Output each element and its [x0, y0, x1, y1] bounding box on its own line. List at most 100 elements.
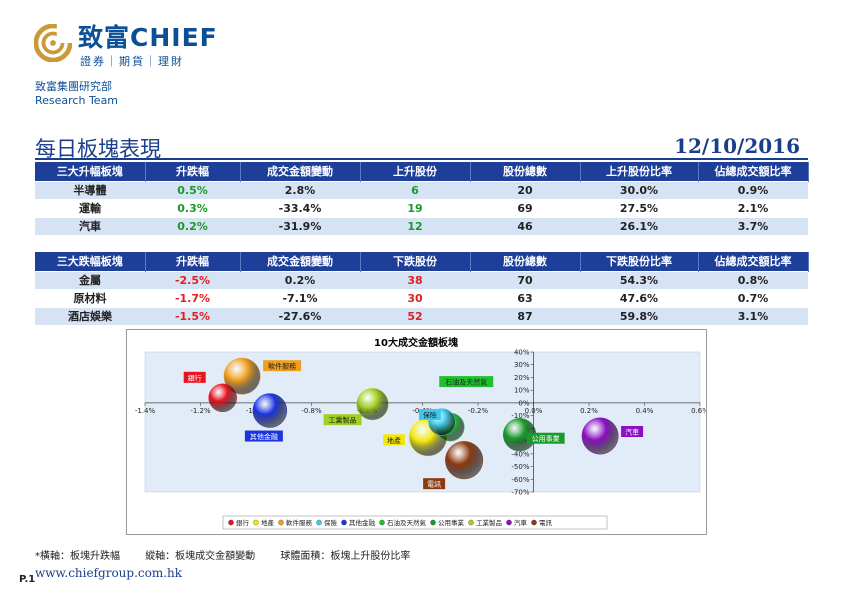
data-label-box: [263, 360, 302, 372]
table-row: 金屬 -2.5% 0.2% 38 70 54.3% 0.8%: [35, 270, 808, 289]
column-header: 佔總成交額比率: [698, 252, 809, 271]
change-cell: 0.3%: [145, 198, 240, 217]
data-label: 其他金融: [250, 432, 278, 441]
data-label: 銀行: [188, 373, 202, 382]
page-title: 每日板塊表現: [35, 137, 161, 161]
data-label-box: [439, 376, 494, 388]
sector-name: 原材料: [35, 288, 145, 307]
decliners-cell: 52: [360, 306, 470, 325]
total-stocks-cell: 87: [470, 306, 580, 325]
sector-name: 酒店娛樂: [35, 306, 145, 325]
y-tick-label: 10%: [514, 387, 530, 395]
advance-ratio-cell: 30.0%: [580, 180, 698, 199]
legend-entry: 電訊: [539, 518, 553, 527]
column-header: 上升股份: [360, 162, 471, 181]
department-cn: 致富集團研究部: [35, 80, 112, 93]
data-label: 電訊: [427, 480, 441, 489]
turnover-change-cell: -27.6%: [240, 306, 360, 325]
data-label: 公用事業: [532, 434, 560, 443]
x-tick-label: 0.6%: [691, 407, 706, 415]
turnover-share-cell: 0.8%: [698, 270, 808, 289]
x-tick-label: 0.2%: [580, 407, 598, 415]
decline-ratio-cell: 54.3%: [580, 270, 698, 289]
legend-entry: 軟件服務: [286, 518, 313, 527]
table-row: 酒店娛樂 -1.5% -27.6% 52 87 59.8% 3.1%: [35, 306, 808, 325]
total-stocks-cell: 63: [470, 288, 580, 307]
data-label-box: [183, 371, 206, 383]
x-tick-label: 0.0%: [525, 407, 543, 415]
legend-entry: 汽車: [514, 518, 528, 527]
total-stocks-cell: 69: [470, 198, 580, 217]
turnover-share-cell: 2.1%: [698, 198, 808, 217]
legend-entry: 地產: [261, 518, 275, 527]
column-header: 佔總成交額比率: [698, 162, 809, 181]
x-tick-label: 0.4%: [636, 407, 654, 415]
y-tick-label: 20%: [514, 374, 530, 382]
change-cell: -1.5%: [145, 306, 240, 325]
chart-legend: 銀行 地產 軟件服務 保險 其他金融 石油及天然氣 公用事業 工業製品 汽車 電訊: [222, 515, 608, 530]
legend-entry: 公用事業: [438, 518, 465, 527]
decline-ratio-cell: 47.6%: [580, 288, 698, 307]
legend-marker: [531, 519, 537, 526]
table-row: 原材料 -1.7% -7.1% 30 63 47.6% 0.7%: [35, 288, 808, 307]
change-cell: -2.5%: [145, 270, 240, 289]
y-tick-label: -10%: [511, 412, 529, 420]
sector-name: 運輸: [35, 198, 145, 217]
chart-footnote: *橫軸：板塊升跌幅 縱軸：板塊成交金額變動 球體面積：板塊上升股份比率: [35, 547, 432, 562]
data-label-box: [244, 430, 283, 442]
column-header: 成交金額變動: [240, 162, 361, 181]
data-label: 地產: [387, 436, 401, 445]
change-cell: 0.5%: [145, 180, 240, 199]
legend-marker: [316, 519, 322, 526]
y-tick-label: 40%: [514, 349, 530, 357]
advancers-cell: 12: [360, 216, 470, 235]
legend-entry: 石油及天然氣: [387, 518, 427, 527]
column-header: 股份總數: [470, 252, 581, 271]
total-stocks-cell: 46: [470, 216, 580, 235]
legend-entry: 銀行: [236, 518, 250, 527]
brand-name: 致富CHIEF: [78, 23, 218, 52]
turnover-change-cell: -31.9%: [240, 216, 360, 235]
legend-box: [222, 515, 608, 530]
advancers-cell: 6: [360, 180, 470, 199]
column-header: 升跌幅: [145, 162, 241, 181]
data-label-box: [621, 426, 644, 437]
column-header: 升跌幅: [145, 252, 241, 271]
bubble-chart-frame: 10大成交金額板塊 -1.4%-1.2%-1.0%-0.8%-0.6%-0.4%…: [126, 329, 709, 535]
footnote-x-axis: *橫軸：板塊升跌幅: [35, 551, 120, 562]
column-header: 三大升幅板塊: [35, 162, 146, 181]
sector-name: 汽車: [35, 216, 145, 235]
data-label-box: [323, 414, 362, 426]
y-tick-label: 30%: [514, 361, 530, 369]
bubble-9: [445, 441, 484, 480]
x-tick-label: -1.2%: [190, 407, 211, 415]
total-stocks-cell: 20: [470, 180, 580, 199]
top-gainers-table: 三大升幅板塊 升跌幅 成交金額變動 上升股份 股份總數 上升股份比率 佔總成交額…: [35, 162, 809, 235]
bubble-8: [581, 417, 619, 455]
data-label-box: [418, 409, 441, 420]
turnover-share-cell: 0.9%: [698, 180, 808, 199]
data-label: 軟件服務: [268, 362, 296, 371]
column-header: 下跌股份比率: [580, 252, 699, 271]
legend-entry: 保險: [324, 518, 338, 527]
table-header-row: 三大升幅板塊 升跌幅 成交金額變動 上升股份 股份總數 上升股份比率 佔總成交額…: [35, 162, 809, 181]
advance-ratio-cell: 27.5%: [580, 198, 698, 217]
data-label-box: [383, 434, 406, 446]
website-link[interactable]: www.chiefgroup.com.hk: [35, 566, 183, 580]
advance-ratio-cell: 26.1%: [580, 216, 698, 235]
turnover-change-cell: 0.2%: [240, 270, 360, 289]
decliners-cell: 30: [360, 288, 470, 307]
legend-entry: 其他金融: [349, 518, 376, 527]
column-header: 下跌股份: [360, 252, 471, 271]
x-tick-label: -0.8%: [301, 407, 322, 415]
x-tick-label: -1.4%: [135, 407, 156, 415]
total-stocks-cell: 70: [470, 270, 580, 289]
data-label-box: [526, 432, 565, 444]
bubble-chart: 10大成交金額板塊 -1.4%-1.2%-1.0%-0.8%-0.6%-0.4%…: [135, 336, 709, 530]
table-row: 運輸 0.3% -33.4% 19 69 27.5% 2.1%: [35, 198, 808, 217]
data-label: 保險: [423, 411, 437, 420]
bubble-7: [356, 388, 389, 421]
decline-ratio-cell: 59.8%: [580, 306, 698, 325]
x-tick-label: -0.2%: [468, 407, 489, 415]
